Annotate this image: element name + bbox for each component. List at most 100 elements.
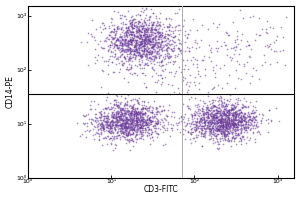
Point <box>215 110 220 113</box>
Point <box>224 31 229 34</box>
Point <box>211 87 215 90</box>
Point <box>159 76 164 80</box>
Point <box>153 38 158 42</box>
Point <box>152 32 157 35</box>
Point <box>204 127 209 130</box>
Point <box>120 38 124 42</box>
Point <box>124 117 129 120</box>
Point <box>134 118 139 122</box>
Point <box>124 116 129 119</box>
Point <box>153 122 158 125</box>
Point <box>176 122 180 125</box>
Point <box>133 97 138 100</box>
Point <box>148 55 153 58</box>
Point <box>219 123 224 127</box>
Point <box>109 119 114 123</box>
Point <box>163 33 168 36</box>
Point <box>214 130 218 133</box>
Point <box>217 110 221 113</box>
Point <box>150 109 154 112</box>
Point <box>103 27 107 30</box>
Point <box>238 108 243 111</box>
Point <box>195 28 200 31</box>
Point <box>164 126 169 129</box>
Point <box>119 118 124 121</box>
Point <box>150 31 154 34</box>
Point <box>259 119 264 122</box>
Point <box>234 123 239 127</box>
Point <box>137 43 142 46</box>
Point <box>150 21 155 24</box>
Point <box>213 114 218 118</box>
Point <box>134 118 139 122</box>
Point <box>150 66 155 69</box>
Point <box>121 130 126 133</box>
Point <box>153 34 158 38</box>
Point <box>118 131 123 134</box>
Point <box>107 45 112 48</box>
Point <box>213 71 218 74</box>
Point <box>134 49 139 52</box>
Point <box>140 107 144 110</box>
Point <box>149 38 154 41</box>
Point <box>189 127 194 130</box>
Point <box>167 24 171 28</box>
Point <box>218 124 223 127</box>
Point <box>103 39 108 42</box>
Point <box>119 107 124 110</box>
Point <box>110 125 115 128</box>
Point <box>232 52 236 56</box>
Point <box>240 118 245 121</box>
Point <box>130 120 135 124</box>
Point <box>239 117 244 120</box>
Point <box>227 111 232 114</box>
Point <box>125 108 130 111</box>
Point <box>119 35 124 38</box>
Point <box>205 103 210 107</box>
Point <box>214 138 219 141</box>
Point <box>194 65 199 68</box>
Point <box>159 33 164 36</box>
Point <box>219 133 224 136</box>
Point <box>112 36 117 40</box>
Point <box>232 101 237 104</box>
Point <box>105 115 110 118</box>
Point <box>136 53 141 56</box>
Point <box>124 132 128 136</box>
Point <box>230 130 235 133</box>
Point <box>130 22 135 26</box>
Point <box>154 108 158 111</box>
Point <box>108 123 113 126</box>
Point <box>106 38 111 41</box>
Point <box>78 41 83 44</box>
Point <box>209 115 214 118</box>
Point <box>113 111 118 115</box>
Point <box>228 111 233 114</box>
Point <box>232 125 237 128</box>
Point <box>200 129 205 132</box>
Point <box>232 106 237 109</box>
Point <box>149 110 154 113</box>
Point <box>219 118 224 121</box>
Point <box>263 119 268 122</box>
Point <box>211 101 216 104</box>
Point <box>112 29 116 32</box>
Point <box>149 53 154 56</box>
Point <box>251 104 256 108</box>
Point <box>130 36 135 39</box>
Point <box>125 46 130 49</box>
Point <box>128 51 133 54</box>
Point <box>206 120 211 123</box>
Point <box>263 45 268 48</box>
Point <box>142 48 147 51</box>
Point <box>127 24 132 27</box>
Point <box>207 127 212 130</box>
Point <box>154 20 159 23</box>
Point <box>150 130 155 133</box>
Point <box>135 44 140 47</box>
Point <box>133 56 138 60</box>
Point <box>185 92 190 95</box>
Point <box>123 120 128 124</box>
Point <box>102 119 107 122</box>
Point <box>136 32 141 35</box>
